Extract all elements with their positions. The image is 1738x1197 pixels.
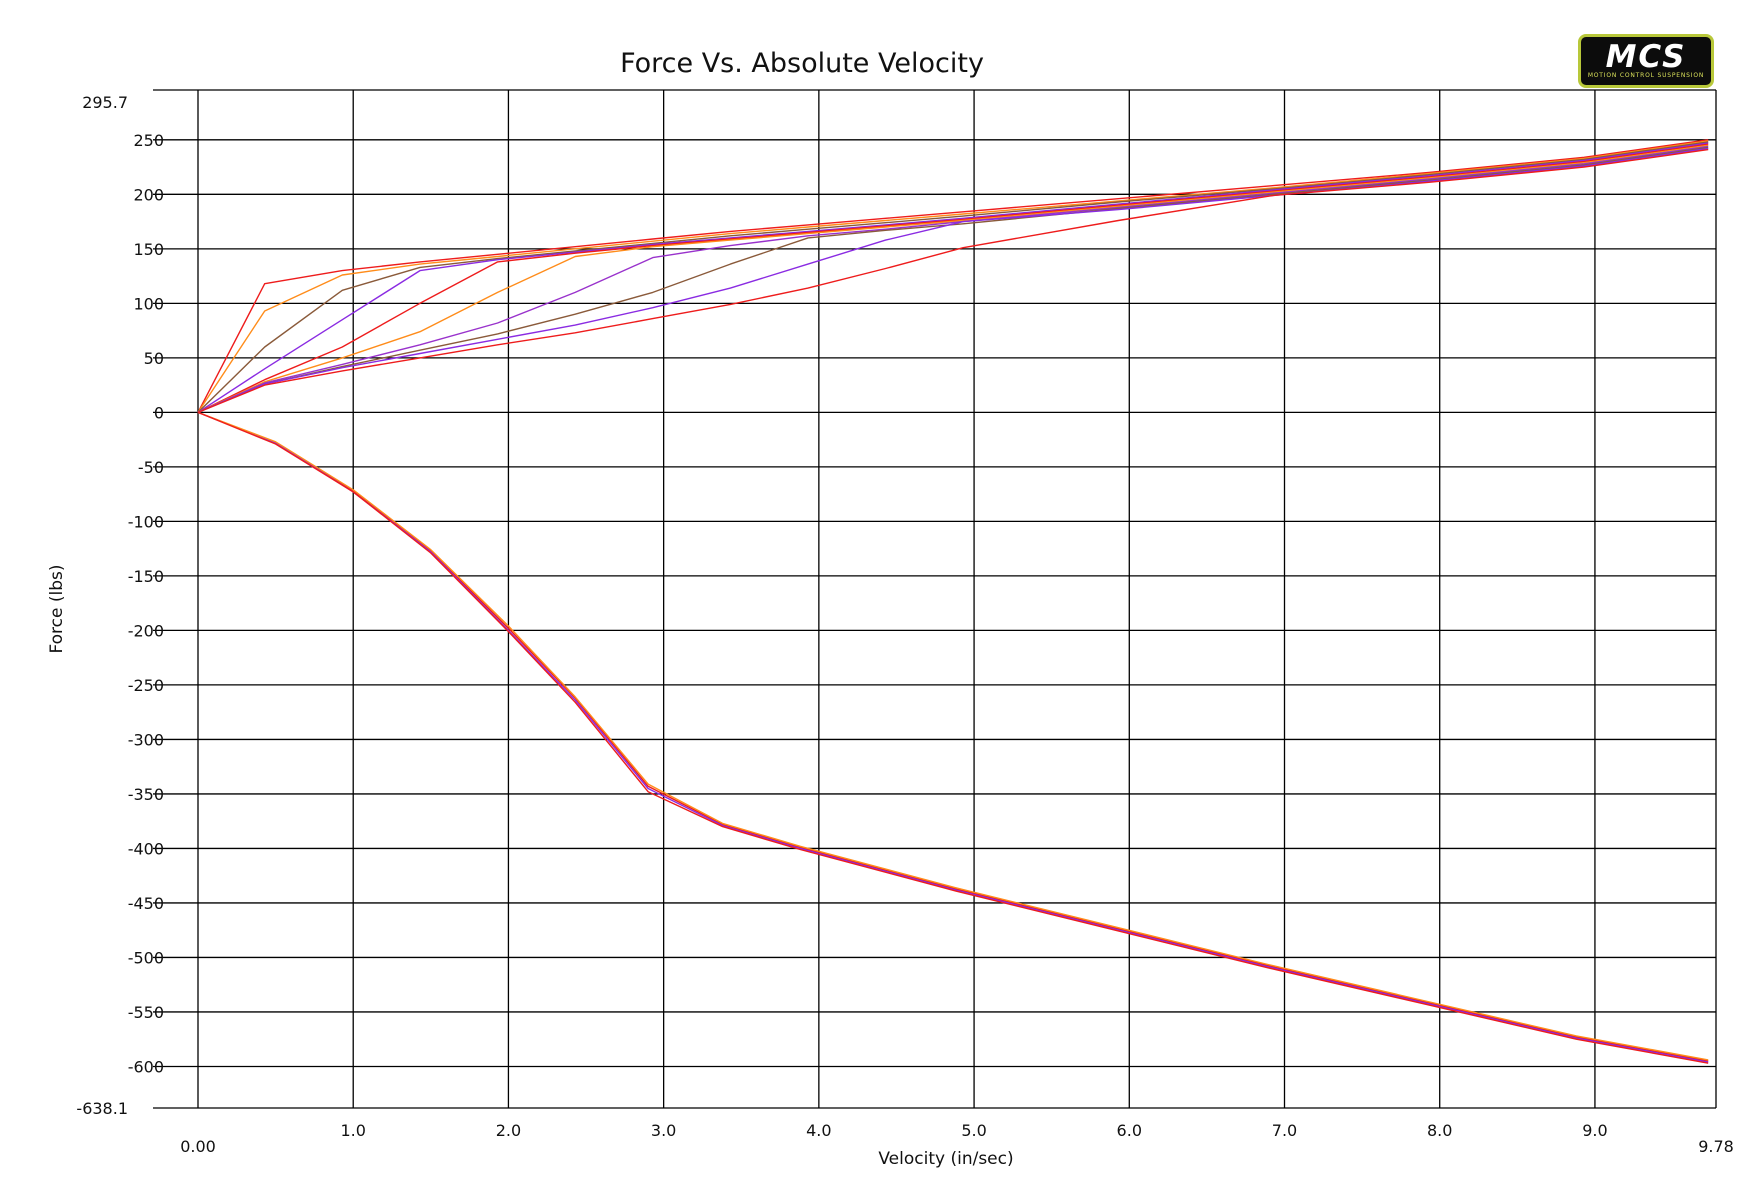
series-line-7	[197, 145, 1709, 414]
y-tick-label: -200	[128, 621, 164, 640]
series-line-4	[197, 142, 1709, 413]
series-line-9	[197, 147, 1709, 414]
y-tick-label: -400	[128, 839, 164, 858]
x-tick-label: 0.00	[180, 1137, 216, 1156]
series-line-6	[197, 144, 1709, 414]
x-tick-label: 8.0	[1427, 1121, 1452, 1140]
y-tick-label: -550	[128, 1003, 164, 1022]
series-line-5	[197, 143, 1709, 414]
series-line-11	[197, 411, 1709, 1062]
y-tick-label: 100	[133, 294, 164, 313]
x-tick-label: 1.0	[340, 1121, 365, 1140]
series-group	[197, 139, 1709, 1064]
y-tick-label: -300	[128, 730, 164, 749]
y-tick-label: 150	[133, 240, 164, 259]
grid-lines	[153, 89, 1717, 1109]
series-line-12	[197, 411, 1709, 1063]
y-tick-label: 0	[154, 403, 164, 422]
y-tick-label: -100	[128, 512, 164, 531]
y-tick-label: -500	[128, 948, 164, 967]
series-line-1	[197, 139, 1709, 413]
logo-text: MCS	[1605, 39, 1687, 75]
y-tick-labels: 295.7 250 200 150 100 50 0 -50 -100 -150 -200 -250 -…	[76, 93, 164, 1118]
series-line-2	[197, 140, 1709, 413]
y-tick-label: -600	[128, 1057, 164, 1076]
series-line-14	[197, 411, 1709, 1064]
y-tick-label: 200	[133, 185, 164, 204]
series-line-13	[197, 411, 1709, 1061]
x-tick-label: 5.0	[961, 1121, 986, 1140]
x-tick-label: 3.0	[651, 1121, 676, 1140]
y-tick-label: -250	[128, 676, 164, 695]
series-line-10	[197, 148, 1709, 414]
y-tick-label: -50	[138, 458, 164, 477]
series-line-3	[197, 141, 1709, 413]
chart-title: Force Vs. Absolute Velocity	[620, 48, 984, 79]
y-tick-label: 295.7	[82, 93, 128, 112]
mcs-logo: MCS MOTION CONTROL SUSPENSION	[1578, 34, 1714, 88]
x-tick-label: 9.78	[1698, 1137, 1734, 1156]
y-tick-label: 50	[144, 349, 164, 368]
x-tick-label: 9.0	[1582, 1121, 1607, 1140]
y-tick-label: -350	[128, 785, 164, 804]
y-tick-label: -450	[128, 894, 164, 913]
x-tick-label: 2.0	[496, 1121, 521, 1140]
y-tick-label: -638.1	[76, 1099, 128, 1118]
x-tick-label: 4.0	[806, 1121, 831, 1140]
y-axis-label: Force (lbs)	[47, 564, 67, 653]
x-tick-label: 6.0	[1117, 1121, 1142, 1140]
x-tick-label: 7.0	[1272, 1121, 1297, 1140]
x-axis-label: Velocity (in/sec)	[878, 1149, 1013, 1169]
logo-tagline: MOTION CONTROL SUSPENSION	[1587, 72, 1705, 79]
y-tick-label: -150	[128, 567, 164, 586]
y-tick-label: 250	[133, 131, 164, 150]
series-line-8	[197, 146, 1709, 414]
x-tick-labels: 0.00 1.0 2.0 3.0 4.0 5.0 6.0 7.0 8.0 9.0 9.78	[180, 1121, 1734, 1156]
